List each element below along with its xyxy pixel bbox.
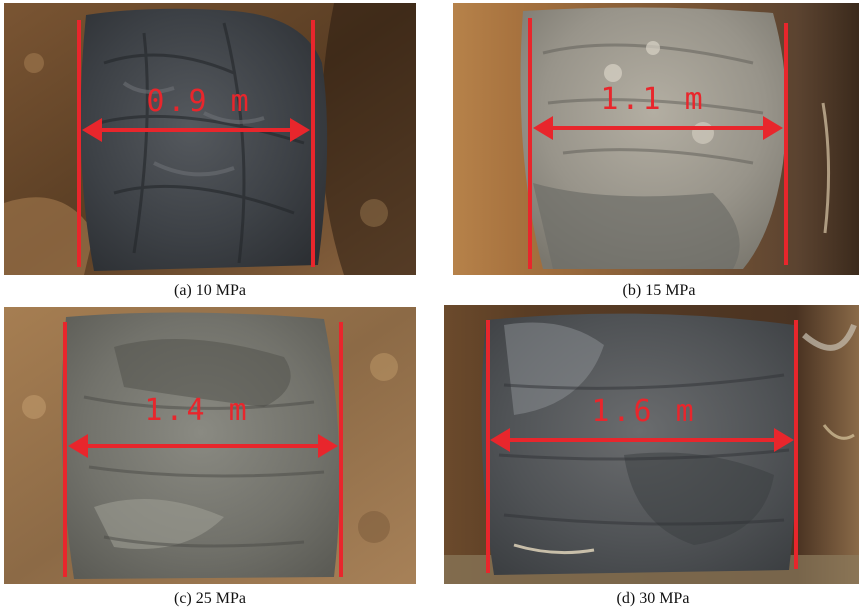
caption: (b) 15 MPa	[622, 282, 696, 299]
caption: (c) 25 MPa	[174, 590, 246, 607]
measurement-label: 1.4 m	[144, 393, 249, 428]
soil-column-photo-b: 1.1 m	[453, 3, 859, 275]
photo-b: 1.1 m	[453, 3, 859, 275]
double-headed-arrow	[68, 434, 338, 458]
measurement-label: 0.9 m	[146, 84, 251, 119]
double-headed-arrow	[490, 428, 794, 452]
soil-column-photo-c: 1.4 m	[4, 307, 416, 584]
double-headed-arrow	[533, 116, 783, 140]
measurement-label: 1.1 m	[600, 82, 705, 117]
photo-d: 1.6 m	[444, 305, 859, 584]
photo-c: 1.4 m	[4, 307, 416, 584]
measurement-label: 1.6 m	[591, 394, 696, 429]
caption: (d) 30 MPa	[616, 590, 690, 607]
caption: (a) 10 MPa	[174, 282, 246, 299]
soil-column-photo-a: 0.9 m	[4, 3, 416, 275]
photo-a: 0.9 m	[4, 3, 416, 275]
double-headed-arrow	[82, 118, 310, 142]
soil-column-photo-d: 1.6 m	[444, 305, 859, 584]
